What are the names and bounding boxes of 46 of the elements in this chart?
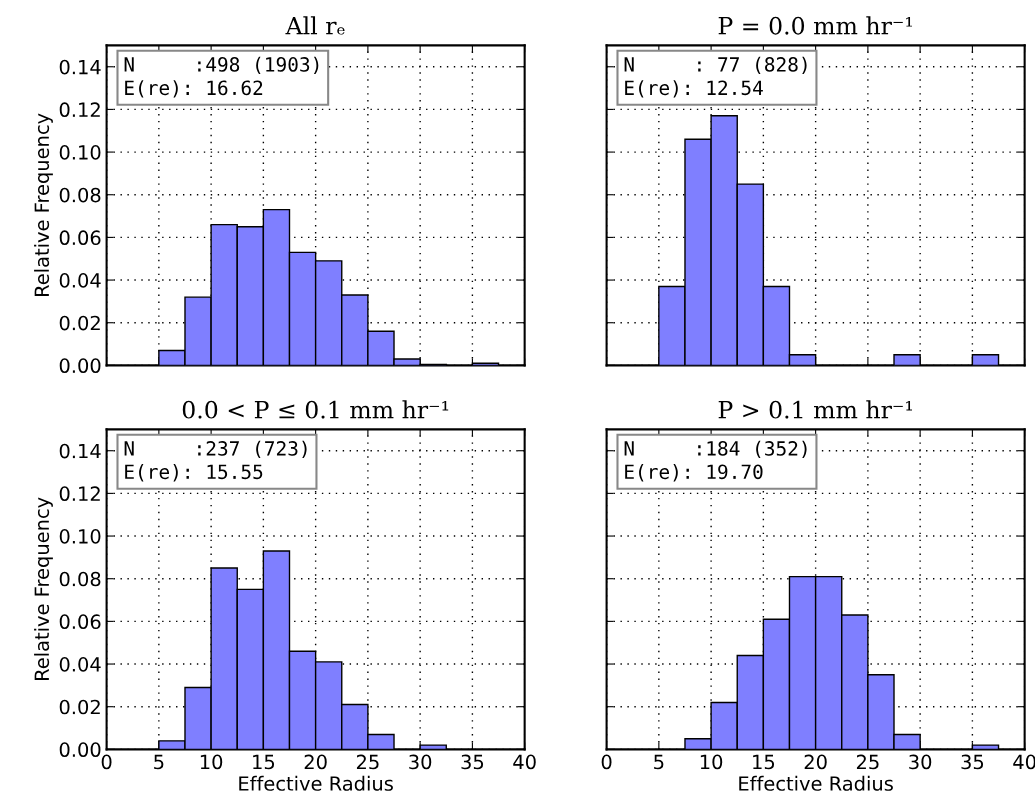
y-tick-label: 0.04 [59, 656, 101, 672]
x-tick-label: 5 [154, 754, 164, 770]
x-tick-label: 0 [101, 754, 112, 770]
x-tick-label: 40 [1013, 754, 1035, 770]
x-tick-label: 15 [253, 754, 275, 770]
x-tick-label: 5 [654, 754, 664, 770]
chart-title: All rₑ [285, 16, 345, 35]
x-tick-label: 25 [356, 754, 379, 770]
y-tick-label: 0.04 [59, 273, 101, 288]
x-tick-label: 10 [200, 754, 223, 770]
annotation: N :237 (723) E(re): 15.55 [124, 440, 307, 482]
y-axis-title: Relative Frequency [34, 497, 53, 680]
y-tick-label: 0.00 [59, 742, 101, 758]
x-tick-label: 0 [601, 754, 612, 770]
y-tick-label: 0.02 [59, 699, 100, 715]
x-axis-title: Effective Radius [739, 775, 893, 791]
y-tick-label: 0.06 [59, 614, 101, 630]
y-tick-label: 0.12 [59, 102, 100, 118]
chart-title: P > 0.1 mm hr⁻¹ [718, 400, 913, 419]
chart-title: 0.0 < P ≤ 0.1 mm hr⁻¹ [182, 400, 449, 419]
y-tick-label: 0.08 [59, 571, 101, 587]
y-tick-label: 0.02 [59, 315, 100, 331]
x-tick-label: 20 [804, 754, 827, 770]
chart-title: P = 0.0 mm hr⁻¹ [718, 16, 913, 35]
x-tick-label: 15 [753, 754, 775, 770]
y-axis-title: Relative Frequency [34, 113, 53, 297]
y-tick-label: 0.10 [59, 145, 101, 160]
y-tick-label: 0.14 [59, 59, 101, 75]
x-tick-label: 10 [700, 754, 723, 770]
x-tick-label: 25 [856, 754, 879, 770]
y-tick-label: 0.12 [59, 486, 100, 502]
x-axis-title: Effective Radius [239, 775, 393, 791]
annotation: N :498 (1903) E(re): 16.62 [124, 56, 319, 98]
x-tick-label: 40 [513, 754, 536, 770]
x-tick-label: 30 [909, 754, 932, 770]
x-tick-label: 35 [461, 754, 484, 770]
x-tick-label: 35 [961, 754, 984, 770]
annotation: N : 77 (828) E(re): 12.54 [624, 56, 807, 98]
annotation: N :184 (352) E(re): 19.70 [624, 440, 807, 482]
y-tick-label: 0.06 [59, 230, 101, 246]
y-tick-label: 0.08 [59, 187, 101, 203]
x-tick-label: 20 [304, 754, 327, 770]
y-tick-label: 0.14 [59, 443, 101, 459]
x-tick-label: 30 [409, 754, 432, 770]
y-tick-label: 0.10 [59, 529, 101, 544]
y-tick-label: 0.00 [59, 358, 101, 374]
